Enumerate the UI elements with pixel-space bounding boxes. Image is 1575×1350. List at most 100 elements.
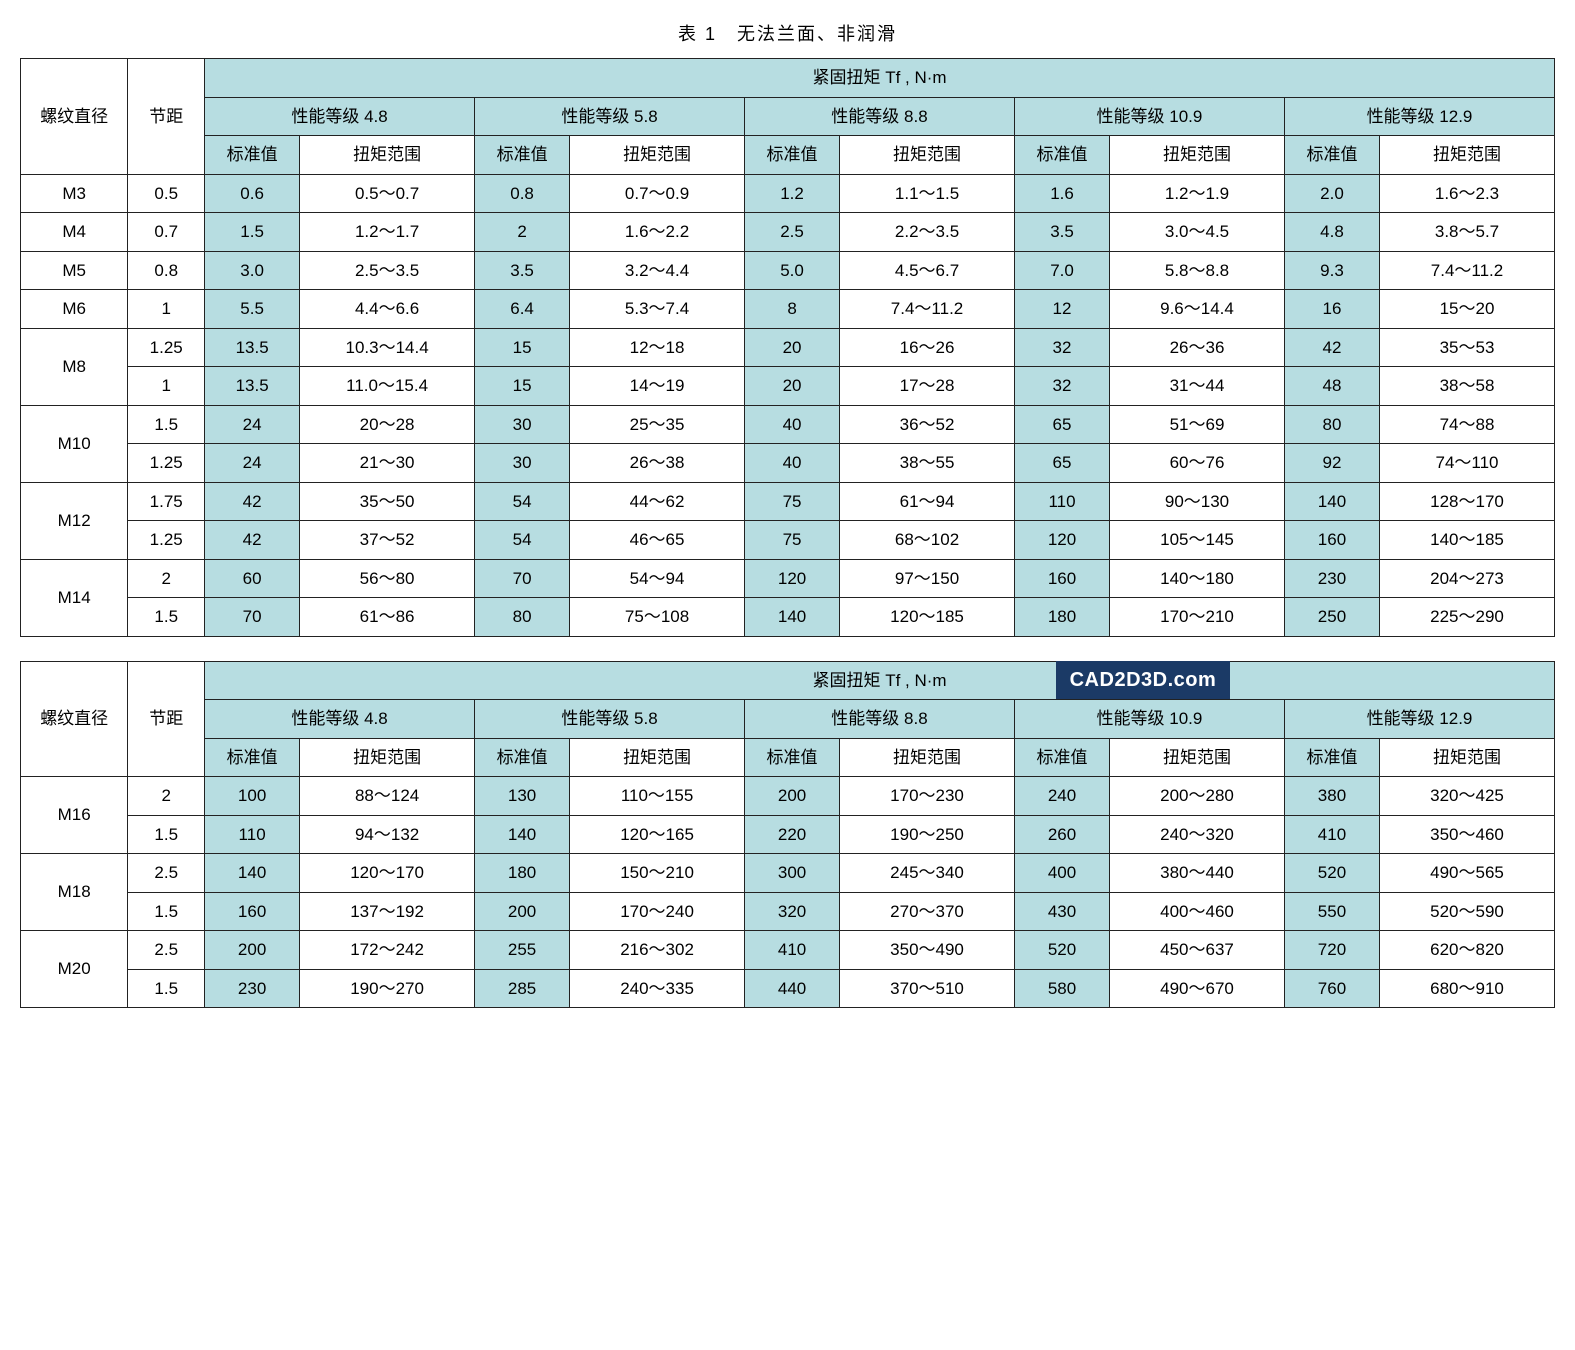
col-std: 标准值: [205, 136, 300, 175]
cell-range-value: 46～65: [570, 521, 745, 560]
cell-std-value: 24: [205, 405, 300, 444]
cell-std-value: 2.5: [745, 213, 840, 252]
cell-std-value: 180: [475, 854, 570, 893]
cell-range-value: 5.8～8.8: [1110, 251, 1285, 290]
cell-std-value: 760: [1284, 969, 1379, 1008]
cell-range-value: 204～273: [1380, 559, 1555, 598]
cell-range-value: 0.5～0.7: [300, 174, 475, 213]
col-std: 标准值: [475, 136, 570, 175]
cell-range-value: 4.4～6.6: [300, 290, 475, 329]
cell-range-value: 370～510: [840, 969, 1015, 1008]
col-grade: 性能等级 4.8: [205, 700, 475, 739]
cell-range-value: 68～102: [840, 521, 1015, 560]
cell-range-value: 7.4～11.2: [840, 290, 1015, 329]
table-row: M1426056～807054～9412097～150160140～180230…: [21, 559, 1555, 598]
col-grade: 性能等级 10.9: [1014, 700, 1284, 739]
cell-std-value: 1.6: [1014, 174, 1109, 213]
cell-range-value: 61～94: [840, 482, 1015, 521]
cell-std-value: 80: [1284, 405, 1379, 444]
cell-std-value: 160: [1284, 521, 1379, 560]
cell-std-value: 75: [745, 521, 840, 560]
table-header: 螺纹直径 节距 紧固扭矩 Tf , N·m 性能等级 4.8 性能等级 5.8 …: [21, 59, 1555, 175]
table-row: M615.54.4～6.66.45.3～7.487.4～11.2129.6～14…: [21, 290, 1555, 329]
cell-range-value: 60～76: [1110, 444, 1285, 483]
cell-std-value: 2: [475, 213, 570, 252]
table-row: M50.83.02.5～3.53.53.2～4.45.04.5～6.77.05.…: [21, 251, 1555, 290]
col-grade: 性能等级 5.8: [475, 97, 745, 136]
cell-pitch: 1.5: [128, 405, 205, 444]
table-row: 1.252421～303026～384038～556560～769274～110: [21, 444, 1555, 483]
cell-range-value: 0.7～0.9: [570, 174, 745, 213]
col-range: 扭矩范围: [1110, 136, 1285, 175]
cell-range-value: 35～50: [300, 482, 475, 521]
cell-std-value: 12: [1014, 290, 1109, 329]
cell-range-value: 51～69: [1110, 405, 1285, 444]
cell-pitch: 1: [128, 367, 205, 406]
cell-std-value: 230: [205, 969, 300, 1008]
cell-range-value: 37～52: [300, 521, 475, 560]
cell-range-value: 400～460: [1110, 892, 1285, 931]
cell-std-value: 220: [745, 815, 840, 854]
cell-std-value: 140: [745, 598, 840, 637]
cell-std-value: 30: [475, 444, 570, 483]
cell-std-value: 200: [205, 931, 300, 970]
cell-range-value: 240～320: [1110, 815, 1285, 854]
cell-pitch: 1.75: [128, 482, 205, 521]
cell-pitch: 0.7: [128, 213, 205, 252]
cell-std-value: 160: [1014, 559, 1109, 598]
cell-std-value: 3.5: [475, 251, 570, 290]
cell-range-value: 2.5～3.5: [300, 251, 475, 290]
cell-range-value: 450～637: [1110, 931, 1285, 970]
cell-std-value: 15: [475, 367, 570, 406]
table-row: 1.5230190～270285240～335440370～510580490～…: [21, 969, 1555, 1008]
cell-std-value: 260: [1014, 815, 1109, 854]
cell-range-value: 21～30: [300, 444, 475, 483]
cell-std-value: 1.2: [745, 174, 840, 213]
cell-std-value: 7.0: [1014, 251, 1109, 290]
cell-range-value: 12～18: [570, 328, 745, 367]
cell-std-value: 40: [745, 444, 840, 483]
cell-diameter: M12: [21, 482, 128, 559]
cell-pitch: 1.5: [128, 969, 205, 1008]
cell-std-value: 240: [1014, 777, 1109, 816]
cell-std-value: 180: [1014, 598, 1109, 637]
cell-range-value: 4.5～6.7: [840, 251, 1015, 290]
cell-std-value: 110: [1014, 482, 1109, 521]
table-row: 1.254237～525446～657568～102120105～1451601…: [21, 521, 1555, 560]
col-range: 扭矩范围: [300, 738, 475, 777]
cell-range-value: 31～44: [1110, 367, 1285, 406]
cell-range-value: 3.8～5.7: [1380, 213, 1555, 252]
cell-range-value: 17～28: [840, 367, 1015, 406]
cell-std-value: 130: [475, 777, 570, 816]
cell-std-value: 100: [205, 777, 300, 816]
cell-std-value: 9.3: [1284, 251, 1379, 290]
cell-range-value: 520～590: [1380, 892, 1555, 931]
cell-range-value: 170～230: [840, 777, 1015, 816]
col-range: 扭矩范围: [570, 738, 745, 777]
cell-range-value: 490～670: [1110, 969, 1285, 1008]
cell-std-value: 20: [745, 328, 840, 367]
col-std: 标准值: [1284, 738, 1379, 777]
col-pitch: 节距: [128, 59, 205, 175]
cell-std-value: 250: [1284, 598, 1379, 637]
col-std: 标准值: [1014, 136, 1109, 175]
cell-std-value: 42: [1284, 328, 1379, 367]
cell-range-value: 54～94: [570, 559, 745, 598]
cell-pitch: 2: [128, 777, 205, 816]
col-grade: 性能等级 12.9: [1284, 700, 1554, 739]
cell-std-value: 410: [745, 931, 840, 970]
cell-std-value: 48: [1284, 367, 1379, 406]
cell-range-value: 110～155: [570, 777, 745, 816]
col-torque-title: 紧固扭矩 Tf , N·m CAD2D3D.com: [205, 661, 1555, 700]
cell-range-value: 170～210: [1110, 598, 1285, 637]
cell-diameter: M14: [21, 559, 128, 636]
cell-range-value: 2.2～3.5: [840, 213, 1015, 252]
cell-std-value: 285: [475, 969, 570, 1008]
col-range: 扭矩范围: [1380, 738, 1555, 777]
cell-std-value: 4.8: [1284, 213, 1379, 252]
cell-diameter: M3: [21, 174, 128, 213]
cell-range-value: 140～185: [1380, 521, 1555, 560]
cell-std-value: 550: [1284, 892, 1379, 931]
cell-std-value: 75: [745, 482, 840, 521]
cell-std-value: 16: [1284, 290, 1379, 329]
